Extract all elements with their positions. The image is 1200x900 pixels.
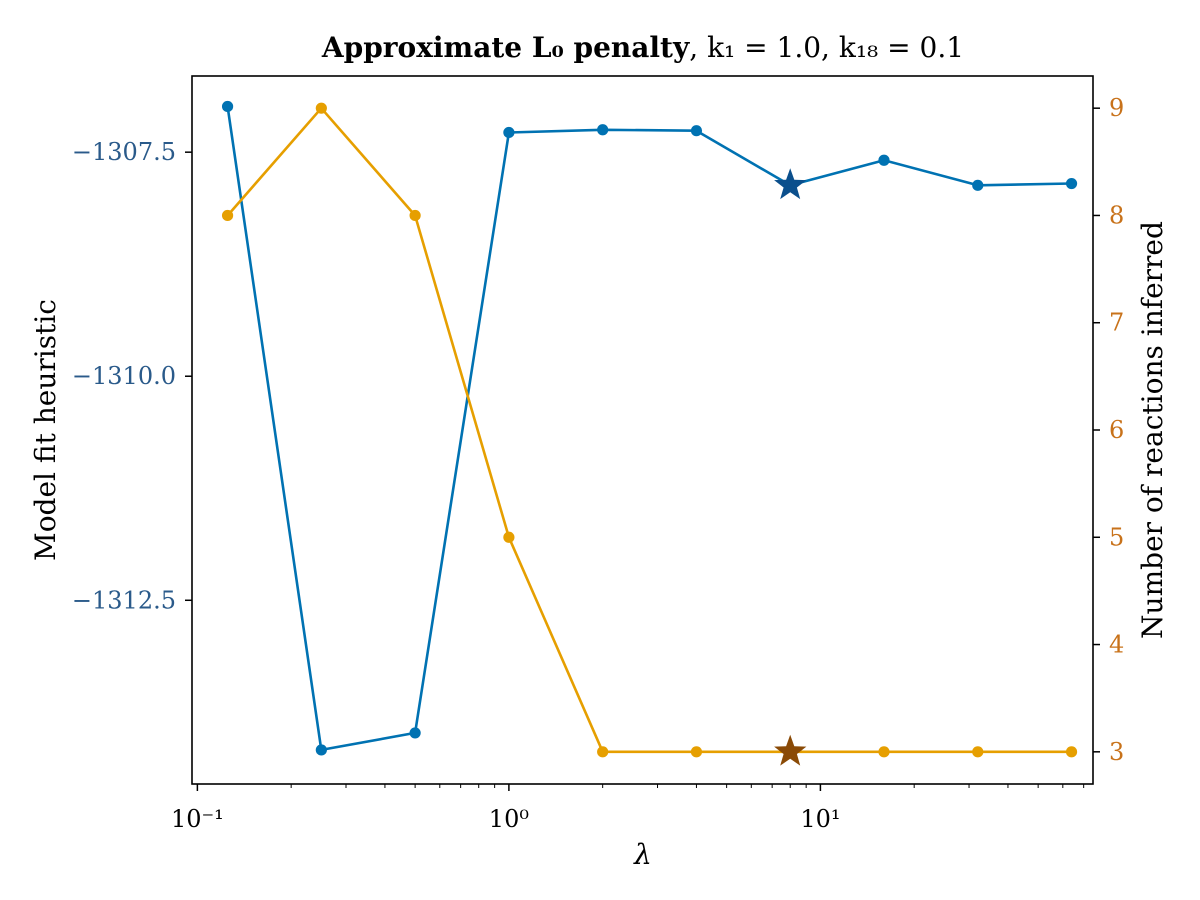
x-axis-label: λ [633,838,652,871]
series-point-reactions-4 [597,746,609,758]
series-point-fit-9 [1065,177,1078,190]
highlight-star-reactions [774,734,807,766]
series-point-fit-3 [503,126,515,139]
series-point-reactions-3 [503,531,515,543]
series-point-reactions-9 [1065,746,1078,758]
chart-title: Approximate L₀ penalty, k₁ = 1.0, k₁₈ = … [321,31,964,64]
chart-title-params: , k₁ = 1.0, k₁₈ = 0.1 [689,31,964,64]
y-right-tick-label-3: 6 [1109,416,1124,444]
chart-title-main: Approximate L₀ penalty [321,31,690,64]
series-point-reactions-1 [315,102,327,114]
series-point-fit-0 [221,100,234,113]
series-point-fit-2 [409,727,421,739]
plot-frame [191,75,1094,785]
series-point-fit-1 [315,744,327,756]
series-point-reactions-0 [221,209,234,222]
y-right-tick-label-0: 3 [1109,738,1124,766]
x-tick-label-2: 10¹ [800,805,840,833]
plot-area: 10⁻¹ 10⁰ 10¹ −1307.5 −1310.0 −1312.5 3 4 5 6 7 8 9 [72,75,1124,833]
series-point-reactions-2 [409,209,421,222]
y-axis-right-label: Number of reactions inferred [1136,221,1169,639]
y-right-tick-label-2: 5 [1109,523,1124,551]
series-point-reactions-8 [972,746,984,758]
y-left-tick-label-0: −1307.5 [72,138,176,166]
x-tick-label-0: 10⁻¹ [171,805,224,833]
y-right-tick-label-4: 7 [1109,309,1124,337]
y-left-tick-label-1: −1310.0 [72,362,176,390]
y-axis-left-label: Model fit heuristic [29,299,62,561]
y-left-tick-label-2: −1312.5 [72,586,176,614]
series-point-reactions-5 [690,746,703,758]
series-point-fit-7 [878,154,890,166]
series-point-fit-5 [690,125,703,137]
series-point-reactions-7 [878,746,890,758]
y-right-tick-label-1: 4 [1109,631,1124,659]
highlight-star-fit [774,168,807,200]
series-line-reactions [226,106,1072,754]
x-tick-label-1: 10⁰ [489,805,529,833]
y-right-tick-label-5: 8 [1109,201,1124,229]
series-line-fit [226,106,1072,752]
y-right-tick-label-6: 9 [1109,94,1124,122]
series-point-fit-4 [597,124,609,136]
series-point-fit-8 [972,179,984,191]
